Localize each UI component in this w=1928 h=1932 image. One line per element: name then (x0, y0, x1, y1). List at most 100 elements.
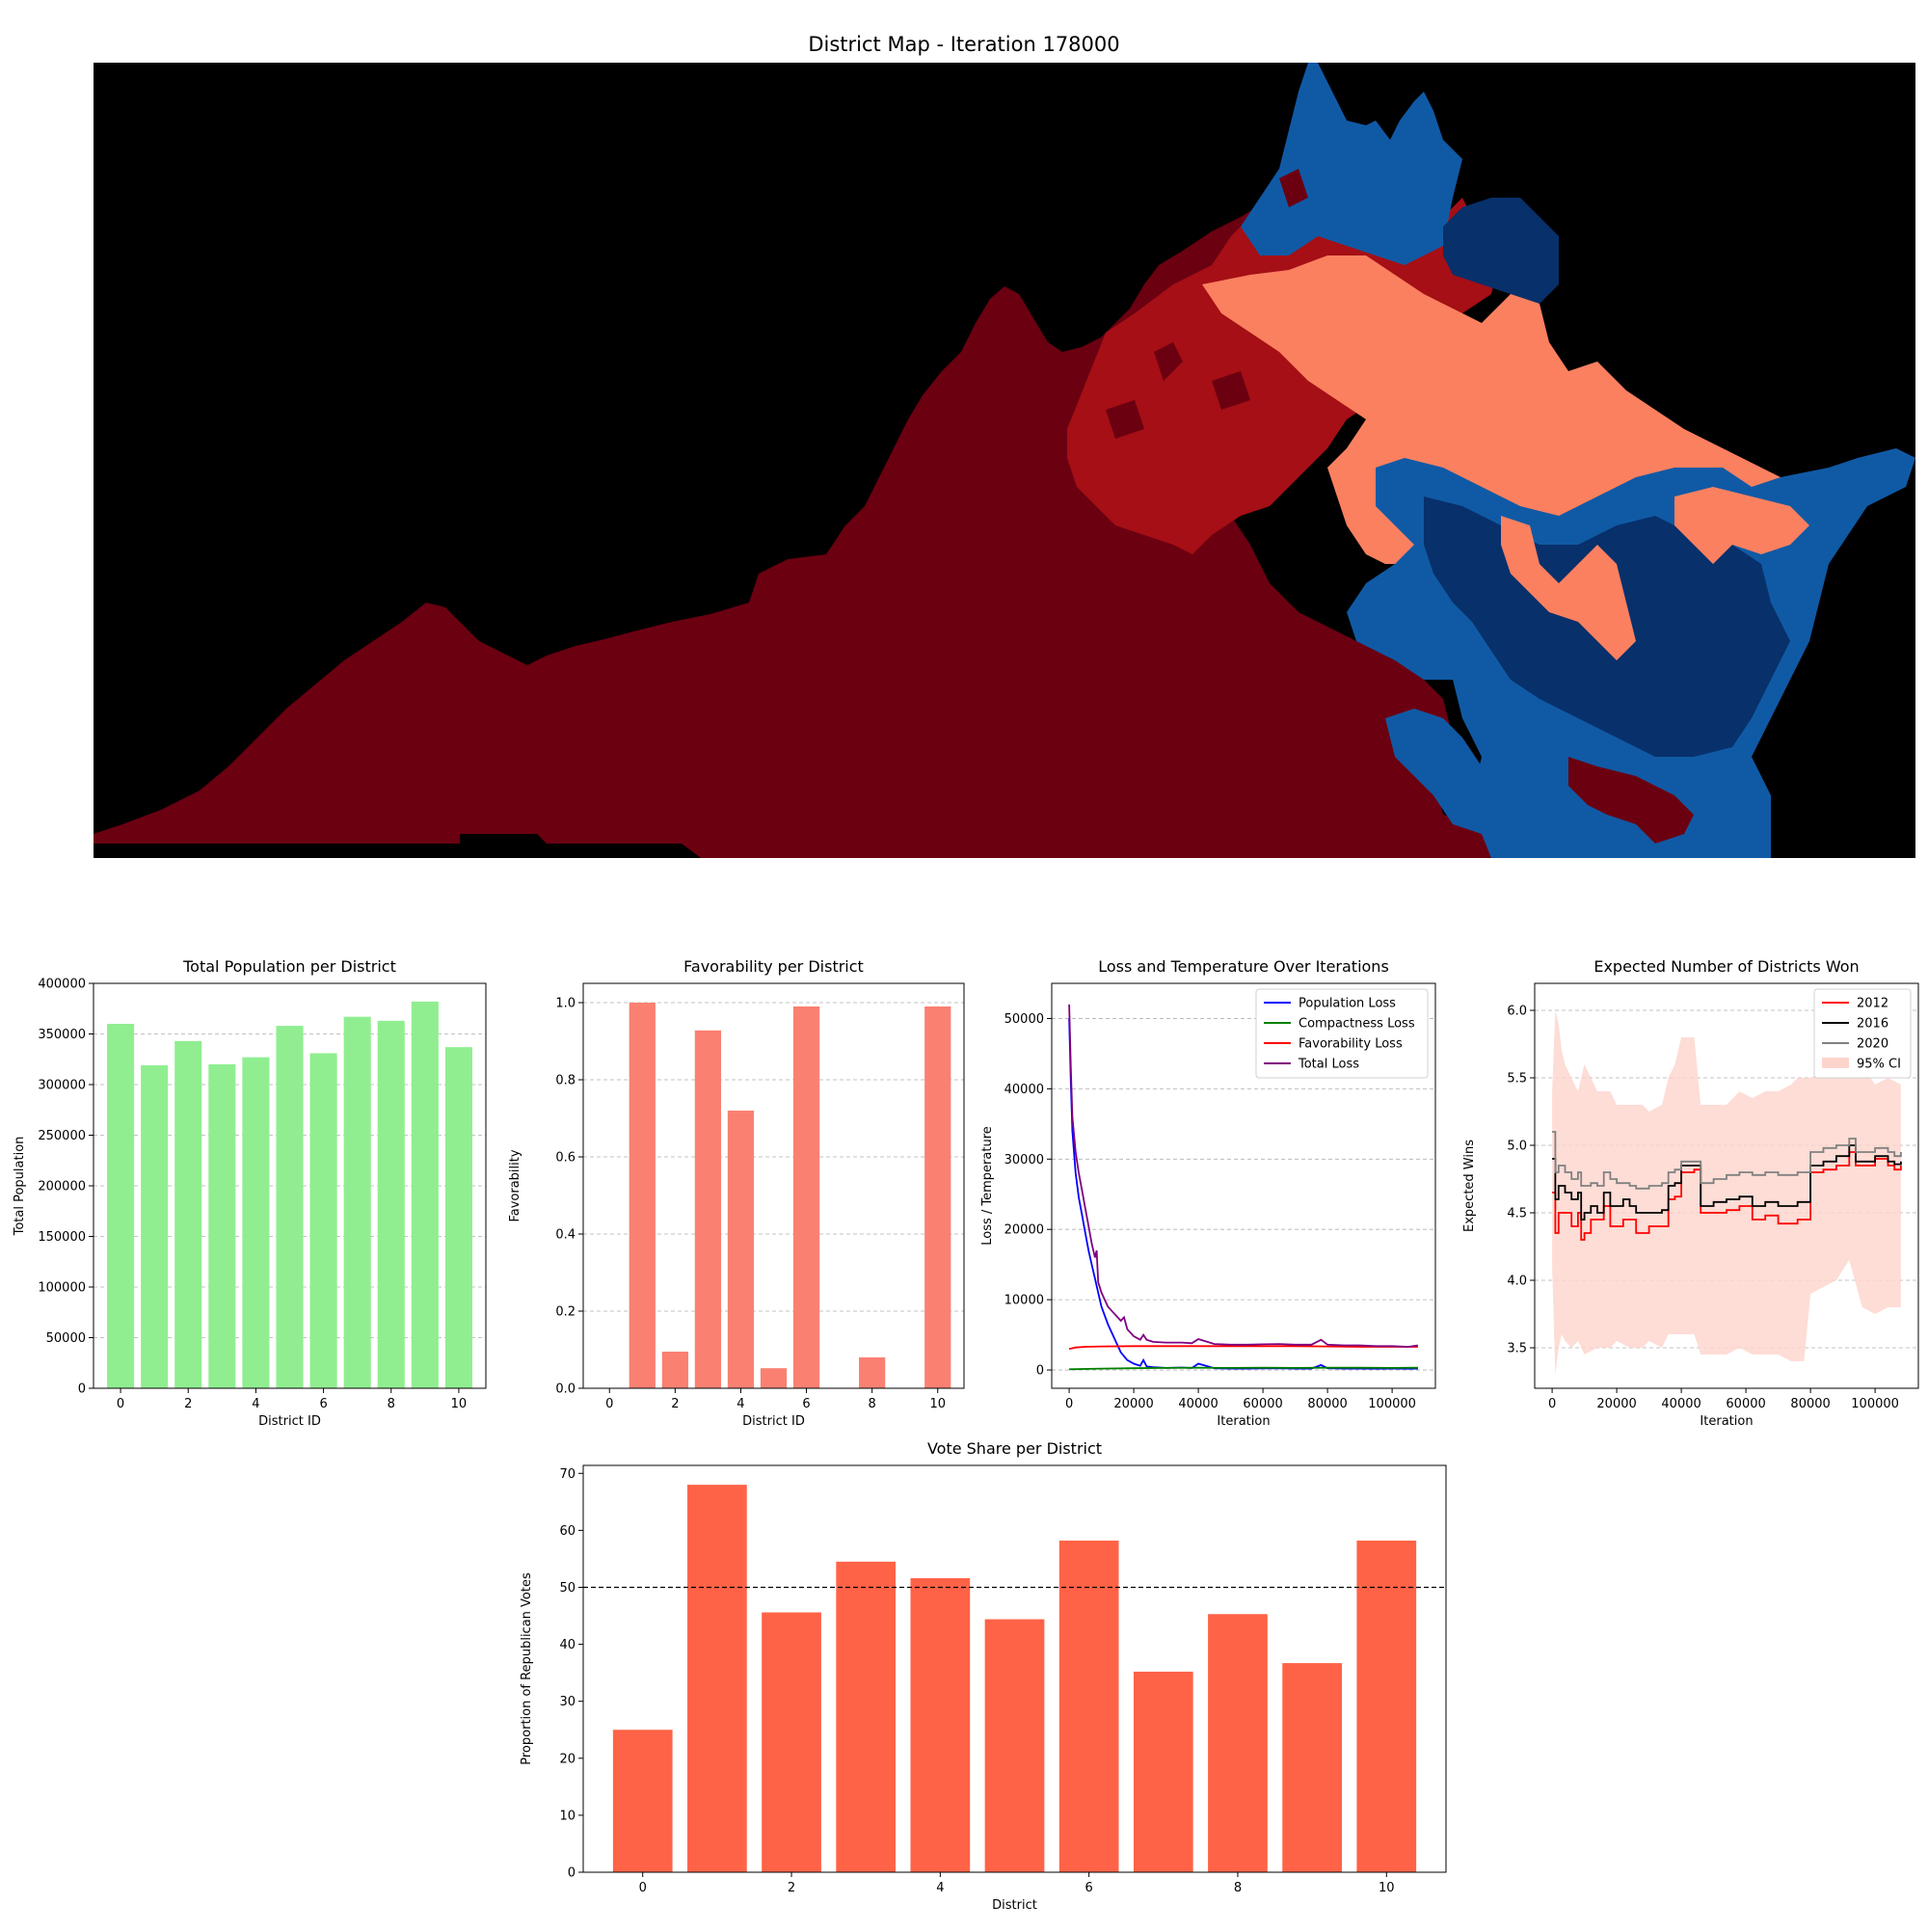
population-title: Total Population per District (182, 957, 396, 976)
loss-legend-label: Total Loss (1298, 1058, 1359, 1072)
loss-legend-label: Compactness Loss (1299, 1017, 1415, 1032)
expected-wins-chart: Expected Number of Districts Won Iteratio… (1446, 945, 1928, 1446)
population-bar (377, 1020, 405, 1388)
favorability-ytick-label: 0.2 (555, 1305, 576, 1320)
district-region-dark-blue-north (1443, 198, 1559, 304)
expected_wins-legend-label: 2016 (1857, 1017, 1888, 1032)
vote_share-ytick-label: 70 (559, 1467, 576, 1482)
population-ytick-label: 300000 (38, 1079, 86, 1093)
expected_wins-ytick-label: 6.0 (1507, 1005, 1527, 1019)
loss-ytick-label: 40000 (1004, 1083, 1044, 1097)
population-ytick-label: 400000 (38, 978, 86, 992)
favorability-bar (859, 1357, 886, 1388)
favorability-ytick-label: 1.0 (555, 997, 576, 1011)
loss-series-line (1068, 1345, 1418, 1351)
population-ytick-label: 150000 (38, 1230, 86, 1245)
district-region-blue-south (1385, 709, 1491, 834)
population-bar (276, 1026, 304, 1388)
population-bar (208, 1064, 236, 1388)
expected_wins-xlabel: Iteration (1700, 1414, 1753, 1429)
expected_wins-xtick-label: 40000 (1661, 1397, 1700, 1411)
favorability-bar (661, 1352, 688, 1388)
vote_share-xtick-label: 6 (1085, 1881, 1093, 1895)
vote_share-xtick-label: 8 (1234, 1881, 1242, 1895)
expected_wins-ylabel: Expected Wins (1462, 1140, 1477, 1232)
vote_share-bar (762, 1612, 821, 1872)
expected_wins-xtick-label: 80000 (1790, 1397, 1830, 1411)
favorability-bar (760, 1368, 788, 1388)
loss-xtick-label: 20000 (1113, 1397, 1153, 1411)
district-region-salmon-east (1501, 516, 1636, 660)
favorability-xtick-label: 6 (802, 1397, 810, 1411)
loss-legend-box (1255, 988, 1429, 1079)
favorability-chart: Favorability per District District ID Favo… (492, 945, 974, 1446)
loss-axes-frame (1051, 982, 1436, 1389)
favorability-bar (727, 1111, 755, 1388)
loss-legend-label: Population Loss (1299, 997, 1396, 1011)
district-region-dark-red-specks (1106, 169, 1308, 439)
favorability-bar (792, 1006, 820, 1388)
population-bar (309, 1053, 337, 1388)
loss-series-line (1069, 1366, 1418, 1371)
vote_share-title: Vote Share per District (927, 1439, 1102, 1458)
expected_wins-xtick-label: 100000 (1851, 1397, 1899, 1411)
favorability-title: Favorability per District (683, 957, 864, 976)
vote_share-ytick-label: 20 (559, 1752, 576, 1766)
population-xtick-label: 8 (388, 1397, 395, 1411)
loss-ytick-label: 30000 (1004, 1153, 1044, 1167)
population-ytick-label: 0 (78, 1382, 86, 1397)
population-ytick-label: 50000 (46, 1331, 86, 1346)
loss-xtick-label: 60000 (1243, 1397, 1282, 1411)
population-bar (343, 1016, 371, 1388)
district-region-salmon-east-2 (1674, 487, 1809, 564)
population-chart: Total Population per District District ID… (0, 945, 492, 1446)
loss-xtick-label: 80000 (1307, 1397, 1347, 1411)
population-bar (411, 1001, 439, 1388)
population-ytick-label: 100000 (38, 1281, 86, 1296)
favorability-bar (694, 1030, 722, 1388)
expected_wins-ci-band (1552, 1010, 1901, 1375)
favorability-ytick-label: 0.8 (555, 1074, 576, 1088)
population-xtick-label: 0 (117, 1397, 124, 1411)
population-ytick-label: 350000 (38, 1028, 86, 1042)
expected_wins-legend-label: 95% CI (1857, 1058, 1901, 1072)
vote_share-xtick-label: 4 (936, 1881, 944, 1895)
expected_wins-legend-swatch (1822, 1058, 1849, 1068)
loss-series-line (1068, 1018, 1418, 1370)
vote_share-bar (687, 1485, 747, 1872)
district-region-blue-north (1241, 63, 1462, 265)
favorability-bar (924, 1006, 951, 1388)
expected_wins-series-line (1552, 1131, 1902, 1190)
expected_wins-ytick-label: 5.0 (1507, 1140, 1527, 1154)
expected_wins-series-line (1552, 1144, 1902, 1221)
loss-xtick-label: 40000 (1178, 1397, 1218, 1411)
loss-ytick-label: 10000 (1004, 1294, 1044, 1308)
population-xtick-label: 10 (451, 1397, 468, 1411)
vote_share-bar (1208, 1614, 1268, 1872)
loss-title: Loss and Temperature Over Iterations (1098, 957, 1389, 976)
loss-ylabel: Loss / Temperature (980, 1126, 995, 1246)
expected_wins-xtick-label: 60000 (1726, 1397, 1765, 1411)
expected_wins-ytick-label: 4.0 (1507, 1275, 1527, 1289)
population-ytick-label: 250000 (38, 1129, 86, 1143)
loss-ytick-label: 20000 (1004, 1223, 1044, 1238)
population-bar (107, 1024, 135, 1388)
vote_share-bar (1133, 1671, 1193, 1872)
vote_share-ytick-label: 10 (559, 1809, 576, 1823)
population-xtick-label: 2 (184, 1397, 192, 1411)
population-xtick-label: 6 (319, 1397, 327, 1411)
favorability-ytick-label: 0.6 (555, 1151, 576, 1166)
loss-series-line (1068, 1004, 1419, 1348)
vote_share-xlabel: District (992, 1898, 1037, 1913)
population-xtick-label: 4 (252, 1397, 259, 1411)
loss-legend-label: Favorability Loss (1299, 1037, 1403, 1052)
vote_share-bar (984, 1619, 1045, 1872)
favorability-axes-frame (582, 982, 965, 1389)
district-map (94, 63, 1915, 858)
favorability-xtick-label: 0 (605, 1397, 613, 1411)
loss-xlabel: Iteration (1217, 1414, 1270, 1429)
vote_share-ylabel: Proportion of Republican Votes (520, 1572, 534, 1765)
loss-chart: Loss and Temperature Over Iterations Iter… (964, 945, 1446, 1446)
vote_share-bar (612, 1730, 673, 1872)
vote_share-bar (1356, 1541, 1417, 1872)
